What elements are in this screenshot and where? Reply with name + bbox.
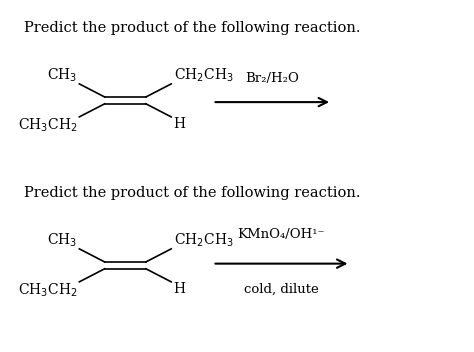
Text: CH$_2$CH$_3$: CH$_2$CH$_3$ bbox=[173, 67, 233, 84]
Text: H: H bbox=[173, 117, 185, 131]
Text: Predict the product of the following reaction.: Predict the product of the following rea… bbox=[24, 186, 361, 200]
Text: Br₂/H₂O: Br₂/H₂O bbox=[246, 72, 299, 85]
Text: CH$_3$CH$_2$: CH$_3$CH$_2$ bbox=[18, 117, 77, 134]
Text: Predict the product of the following reaction.: Predict the product of the following rea… bbox=[24, 21, 361, 35]
Text: KMnO₄/OH¹⁻: KMnO₄/OH¹⁻ bbox=[238, 228, 325, 241]
Text: H: H bbox=[173, 282, 185, 296]
Text: CH$_3$CH$_2$: CH$_3$CH$_2$ bbox=[18, 282, 77, 299]
Text: cold, dilute: cold, dilute bbox=[244, 283, 319, 296]
Text: CH$_3$: CH$_3$ bbox=[47, 67, 77, 84]
Text: CH$_3$: CH$_3$ bbox=[47, 232, 77, 249]
Text: CH$_2$CH$_3$: CH$_2$CH$_3$ bbox=[173, 232, 233, 249]
